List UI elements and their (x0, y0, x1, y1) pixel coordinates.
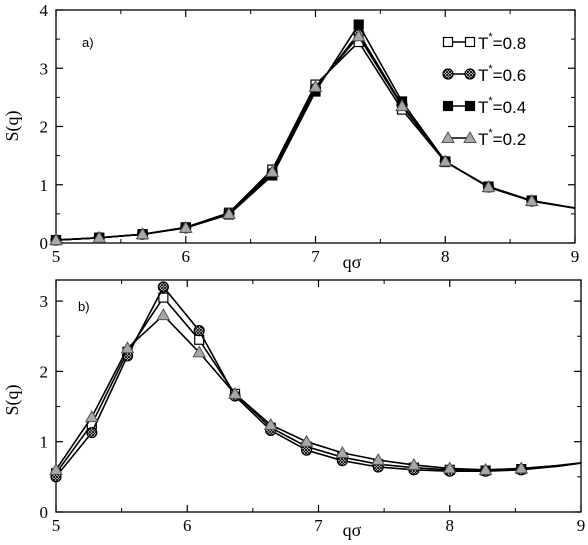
y-tick-label: 3 (40, 292, 49, 311)
legend-prefix: T (478, 66, 488, 85)
x-tick-label: 7 (311, 247, 320, 266)
data-point-8 (335, 445, 350, 458)
series-line (56, 285, 581, 478)
data-point-legend-a-1 (442, 68, 454, 80)
y-axis-label: S(q) (2, 110, 23, 141)
data-point-4 (193, 325, 205, 337)
legend-suffix: =0.6 (493, 66, 527, 85)
panel-label: b) (78, 299, 90, 314)
legend-prefix: T (478, 130, 488, 149)
data-point-1 (86, 426, 98, 439)
x-axis-label: qσ (343, 520, 362, 540)
legend: T*=0.8T*=0.6T*=0.4T*=0.2 (441, 31, 526, 149)
data-point-12 (478, 462, 493, 475)
data-point-3 (178, 220, 193, 233)
data-point-0 (49, 233, 63, 246)
x-tick-label: 5 (52, 516, 61, 535)
legend-suffix: =0.8 (493, 34, 527, 53)
data-point-6 (263, 417, 278, 430)
series-triangle-gray (49, 308, 581, 475)
y-tick-label: 4 (40, 1, 49, 20)
data-point-3 (158, 292, 169, 303)
x-tick-label: 8 (446, 516, 455, 535)
data-point-11 (442, 461, 457, 474)
data-point-9 (371, 452, 386, 465)
data-point-2 (135, 227, 150, 240)
panel-b: 5 6 7 8 9 0 1 2 3 qσ S(q) b) (2, 279, 586, 540)
data-point-13 (514, 461, 529, 474)
legend-label: T*=0.6 (478, 63, 526, 85)
data-point-legend-a-2 (442, 100, 454, 112)
data-point-8 (395, 99, 409, 112)
legend-prefix: T (478, 98, 488, 117)
legend-label: T*=0.4 (478, 95, 526, 117)
data-point-11 (524, 194, 539, 207)
y-axis-label: S(q) (2, 384, 23, 415)
legend-sup: * (488, 95, 493, 107)
data-point-legend-b-2 (464, 100, 476, 112)
data-point-legend-a-3 (441, 130, 455, 143)
data-point-10 (481, 180, 496, 193)
y-tick-label: 1 (40, 433, 49, 452)
x-tick-label: 9 (577, 516, 586, 535)
data-point-legend-b-1 (464, 68, 476, 80)
data-point-4 (192, 345, 207, 358)
x-tick-label: 7 (314, 516, 323, 535)
legend-sup: * (488, 31, 493, 43)
series-line (56, 314, 581, 471)
legend-suffix: =0.2 (493, 130, 527, 149)
legend-sup: * (488, 127, 493, 139)
legend-label: T*=0.2 (478, 127, 526, 149)
data-point-1 (92, 230, 107, 243)
y-tick-label: 0 (40, 503, 49, 522)
data-point-7 (299, 434, 314, 447)
data-point-2 (120, 341, 135, 354)
data-point-1 (84, 410, 99, 423)
y-tick-label: 2 (40, 118, 49, 137)
data-point-7 (351, 29, 366, 42)
x-tick-label: 6 (183, 516, 192, 535)
data-point-legend-a-0 (442, 36, 454, 48)
legend-label: T*=0.8 (478, 31, 526, 53)
data-point-7 (353, 19, 364, 30)
data-point-10 (407, 457, 421, 470)
data-point-6 (308, 79, 323, 92)
data-point-legend-b-0 (464, 36, 476, 48)
x-tick-label: 9 (571, 247, 580, 266)
data-point-5 (228, 386, 242, 399)
y-tick-label: 2 (40, 362, 49, 381)
data-point-3 (156, 308, 171, 321)
series-square-open (50, 292, 581, 479)
data-point-9 (438, 154, 453, 167)
x-axis-label: qσ (343, 252, 362, 272)
x-tick-label: 8 (441, 247, 450, 266)
data-point-4 (222, 206, 236, 219)
legend-sup: * (488, 63, 493, 75)
legend-prefix: T (478, 34, 488, 53)
x-tick-label: 5 (52, 247, 61, 266)
data-point-5 (265, 164, 280, 177)
y-tick-label: 0 (40, 234, 49, 253)
y-tick-label: 3 (40, 59, 49, 78)
series-triangle-gray (49, 29, 575, 246)
x-tick-label: 6 (182, 247, 191, 266)
series-circle-hatched (50, 281, 581, 483)
data-point-legend-b-3 (463, 130, 477, 143)
y-tick-label: 1 (40, 176, 49, 195)
data-point-3 (157, 281, 169, 293)
panel-label: a) (82, 35, 94, 50)
plot-frame (55, 279, 582, 513)
data-point-0 (49, 462, 63, 475)
legend-suffix: =0.4 (493, 98, 527, 117)
